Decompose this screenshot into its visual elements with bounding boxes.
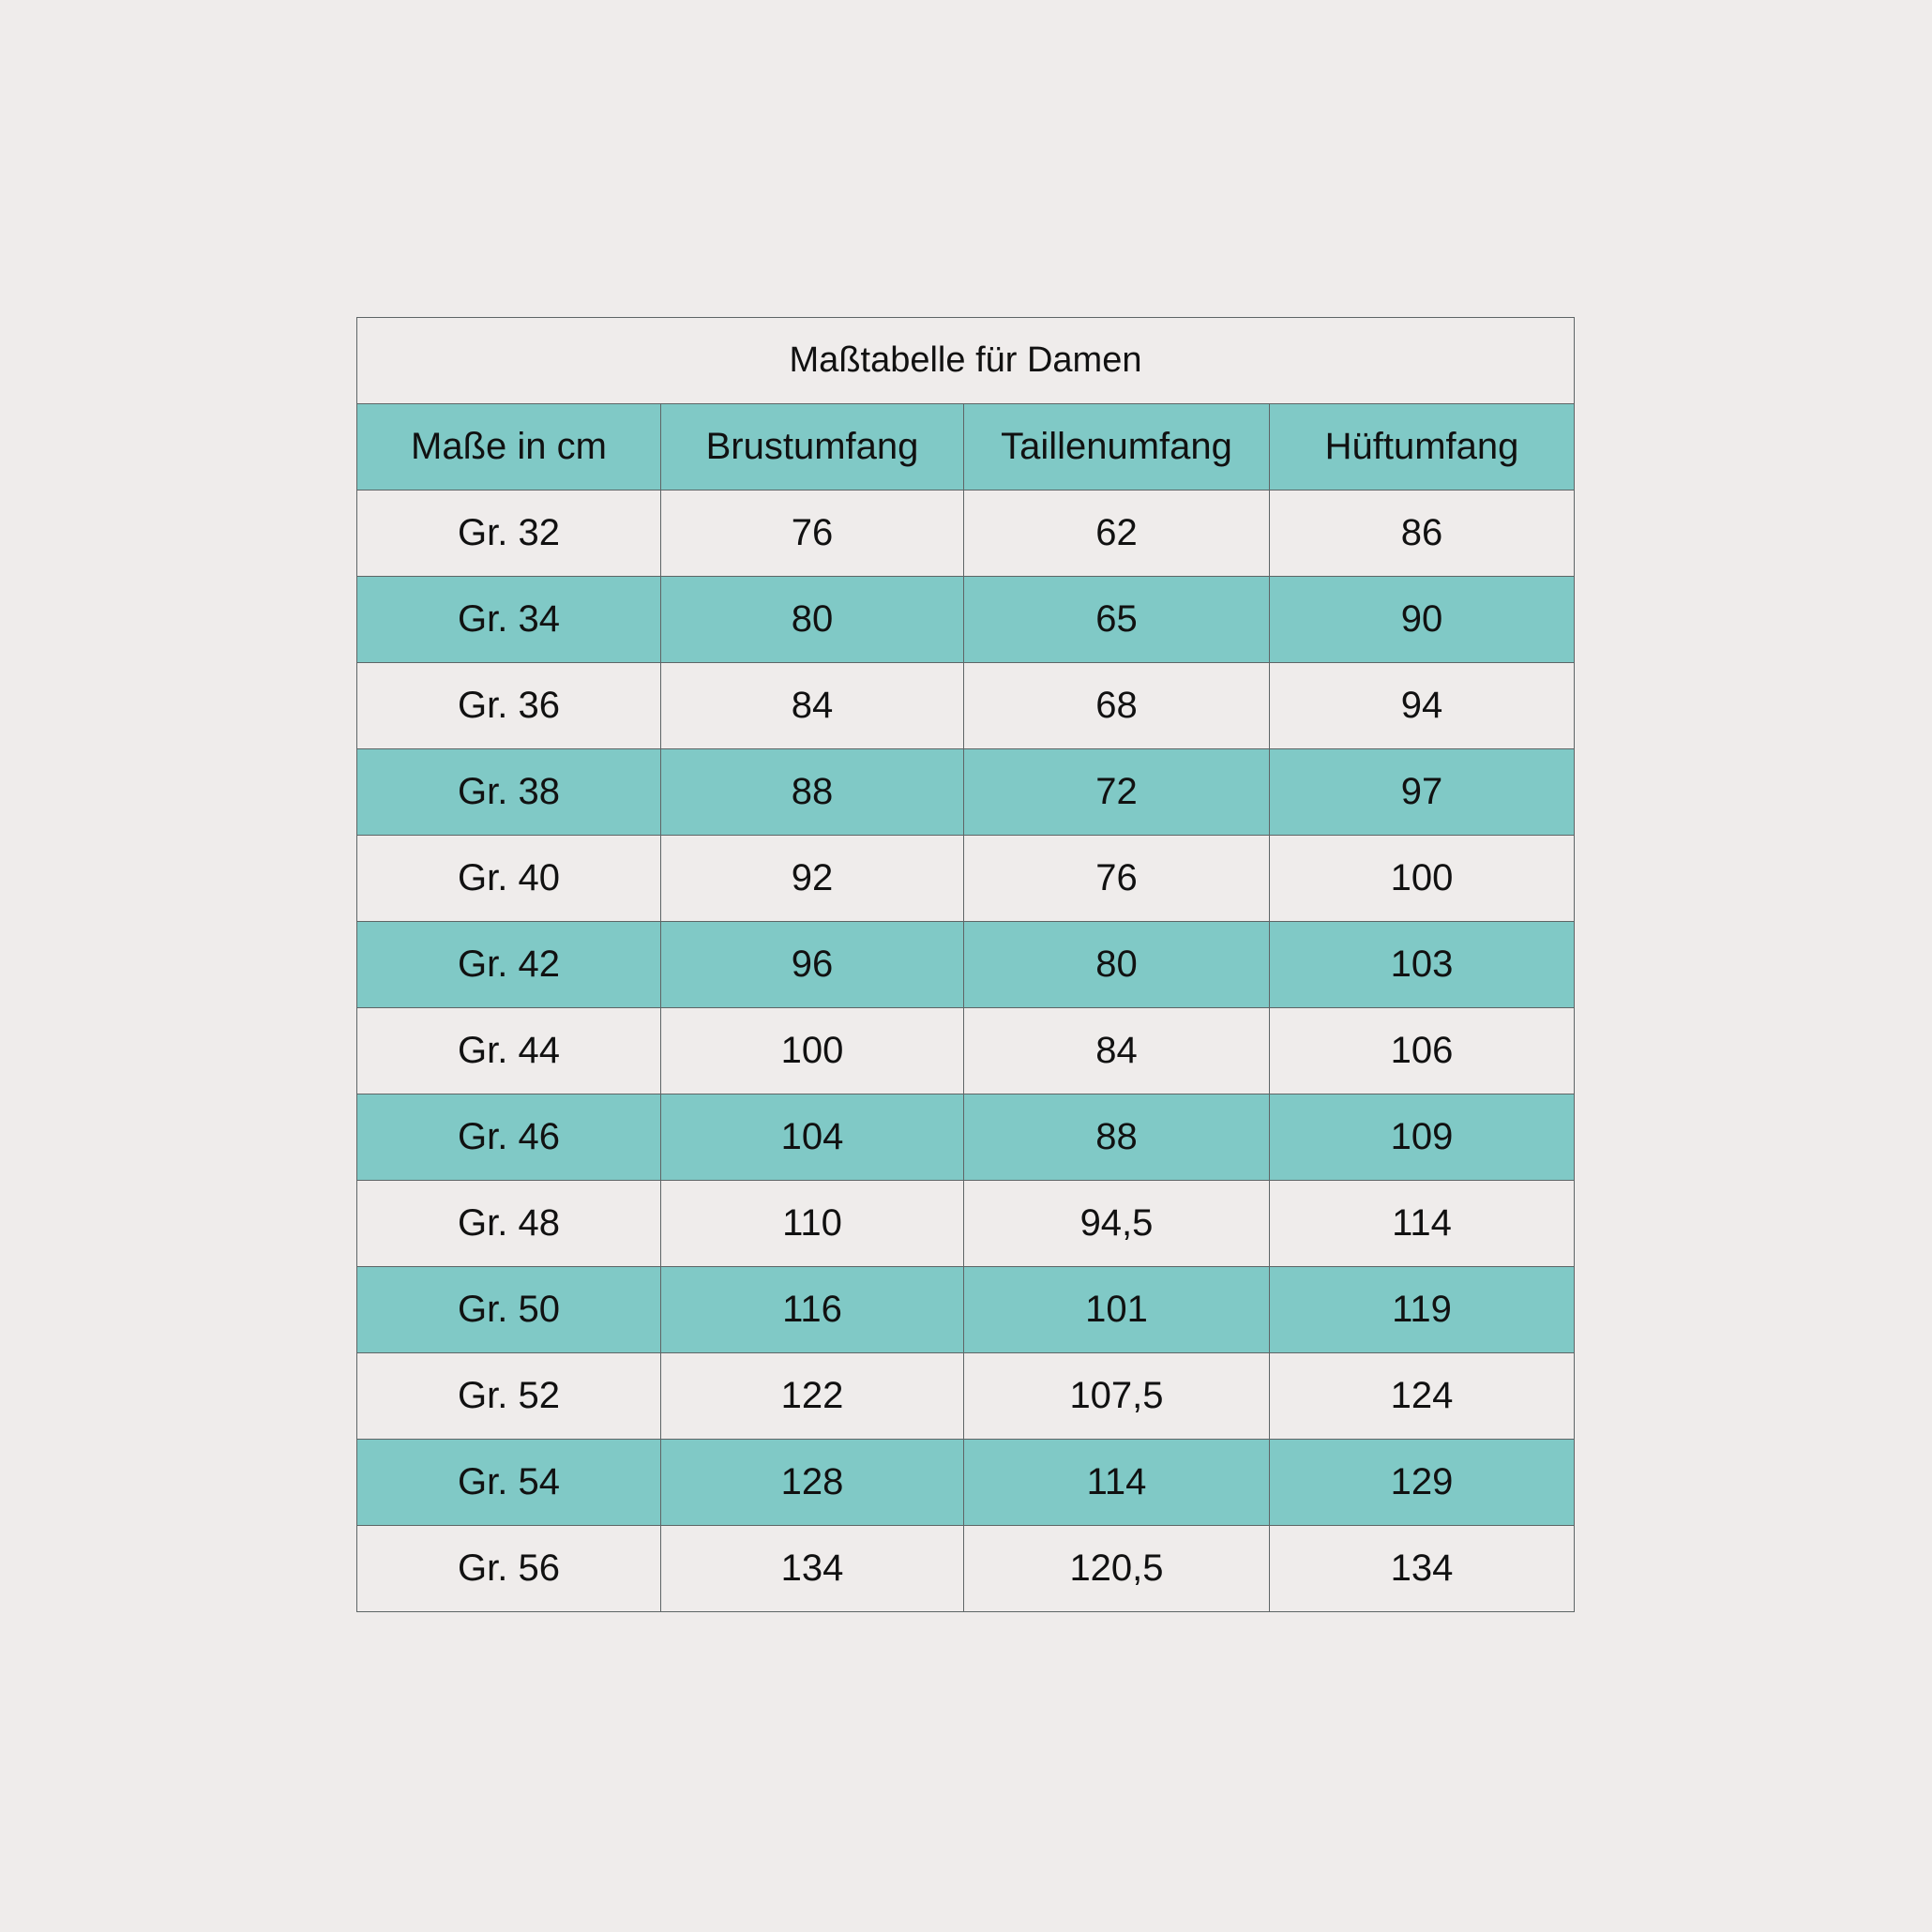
size-cell: Gr. 34 <box>356 576 661 663</box>
bust-cell: 104 <box>660 1094 964 1181</box>
table-row: Gr. 48 110 94,5 114 <box>356 1180 1575 1267</box>
table-row: Gr. 56 134 120,5 134 <box>356 1525 1575 1612</box>
hip-cell: 94 <box>1269 662 1575 749</box>
waist-cell: 120,5 <box>963 1525 1270 1612</box>
header-row: Maße in cm Brustumfang Taillenumfang Hüf… <box>356 403 1575 491</box>
hip-cell: 114 <box>1269 1180 1575 1267</box>
size-cell: Gr. 54 <box>356 1439 661 1526</box>
bust-cell: 88 <box>660 748 964 836</box>
bust-cell: 80 <box>660 576 964 663</box>
size-cell: Gr. 46 <box>356 1094 661 1181</box>
waist-cell: 65 <box>963 576 1270 663</box>
waist-cell: 68 <box>963 662 1270 749</box>
waist-cell: 114 <box>963 1439 1270 1526</box>
waist-cell: 80 <box>963 921 1270 1008</box>
waist-cell: 94,5 <box>963 1180 1270 1267</box>
bust-cell: 110 <box>660 1180 964 1267</box>
hip-cell: 109 <box>1269 1094 1575 1181</box>
hip-cell: 100 <box>1269 835 1575 922</box>
hip-cell: 97 <box>1269 748 1575 836</box>
bust-cell: 128 <box>660 1439 964 1526</box>
table-row: Gr. 50 116 101 119 <box>356 1266 1575 1353</box>
hip-cell: 86 <box>1269 490 1575 577</box>
waist-cell: 88 <box>963 1094 1270 1181</box>
table-row: Gr. 44 100 84 106 <box>356 1007 1575 1094</box>
hip-cell: 103 <box>1269 921 1575 1008</box>
waist-cell: 62 <box>963 490 1270 577</box>
table-row: Gr. 32 76 62 86 <box>356 490 1575 577</box>
header-bust: Brustumfang <box>660 403 964 491</box>
hip-cell: 90 <box>1269 576 1575 663</box>
hip-cell: 106 <box>1269 1007 1575 1094</box>
header-size: Maße in cm <box>356 403 661 491</box>
table-row: Gr. 46 104 88 109 <box>356 1094 1575 1181</box>
bust-cell: 122 <box>660 1352 964 1440</box>
bust-cell: 84 <box>660 662 964 749</box>
size-cell: Gr. 42 <box>356 921 661 1008</box>
size-cell: Gr. 40 <box>356 835 661 922</box>
bust-cell: 116 <box>660 1266 964 1353</box>
hip-cell: 124 <box>1269 1352 1575 1440</box>
header-waist: Taillenumfang <box>963 403 1270 491</box>
table-row: Gr. 34 80 65 90 <box>356 576 1575 663</box>
table-row: Gr. 54 128 114 129 <box>356 1439 1575 1526</box>
size-cell: Gr. 52 <box>356 1352 661 1440</box>
size-chart-table: Maßtabelle für Damen Maße in cm Brustumf… <box>356 317 1575 1612</box>
size-cell: Gr. 50 <box>356 1266 661 1353</box>
size-cell: Gr. 56 <box>356 1525 661 1612</box>
bust-cell: 96 <box>660 921 964 1008</box>
title-row: Maßtabelle für Damen <box>356 317 1575 404</box>
table-row: Gr. 52 122 107,5 124 <box>356 1352 1575 1440</box>
size-cell: Gr. 36 <box>356 662 661 749</box>
waist-cell: 72 <box>963 748 1270 836</box>
hip-cell: 134 <box>1269 1525 1575 1612</box>
table-title: Maßtabelle für Damen <box>356 317 1575 404</box>
size-cell: Gr. 38 <box>356 748 661 836</box>
header-hip: Hüftumfang <box>1269 403 1575 491</box>
waist-cell: 107,5 <box>963 1352 1270 1440</box>
bust-cell: 134 <box>660 1525 964 1612</box>
table-row: Gr. 38 88 72 97 <box>356 748 1575 836</box>
bust-cell: 76 <box>660 490 964 577</box>
bust-cell: 100 <box>660 1007 964 1094</box>
hip-cell: 119 <box>1269 1266 1575 1353</box>
waist-cell: 84 <box>963 1007 1270 1094</box>
waist-cell: 101 <box>963 1266 1270 1353</box>
table-row: Gr. 42 96 80 103 <box>356 921 1575 1008</box>
table-row: Gr. 36 84 68 94 <box>356 662 1575 749</box>
table-body: Maßtabelle für Damen Maße in cm Brustumf… <box>356 317 1575 1612</box>
bust-cell: 92 <box>660 835 964 922</box>
hip-cell: 129 <box>1269 1439 1575 1526</box>
size-cell: Gr. 44 <box>356 1007 661 1094</box>
table-row: Gr. 40 92 76 100 <box>356 835 1575 922</box>
size-cell: Gr. 48 <box>356 1180 661 1267</box>
waist-cell: 76 <box>963 835 1270 922</box>
size-cell: Gr. 32 <box>356 490 661 577</box>
